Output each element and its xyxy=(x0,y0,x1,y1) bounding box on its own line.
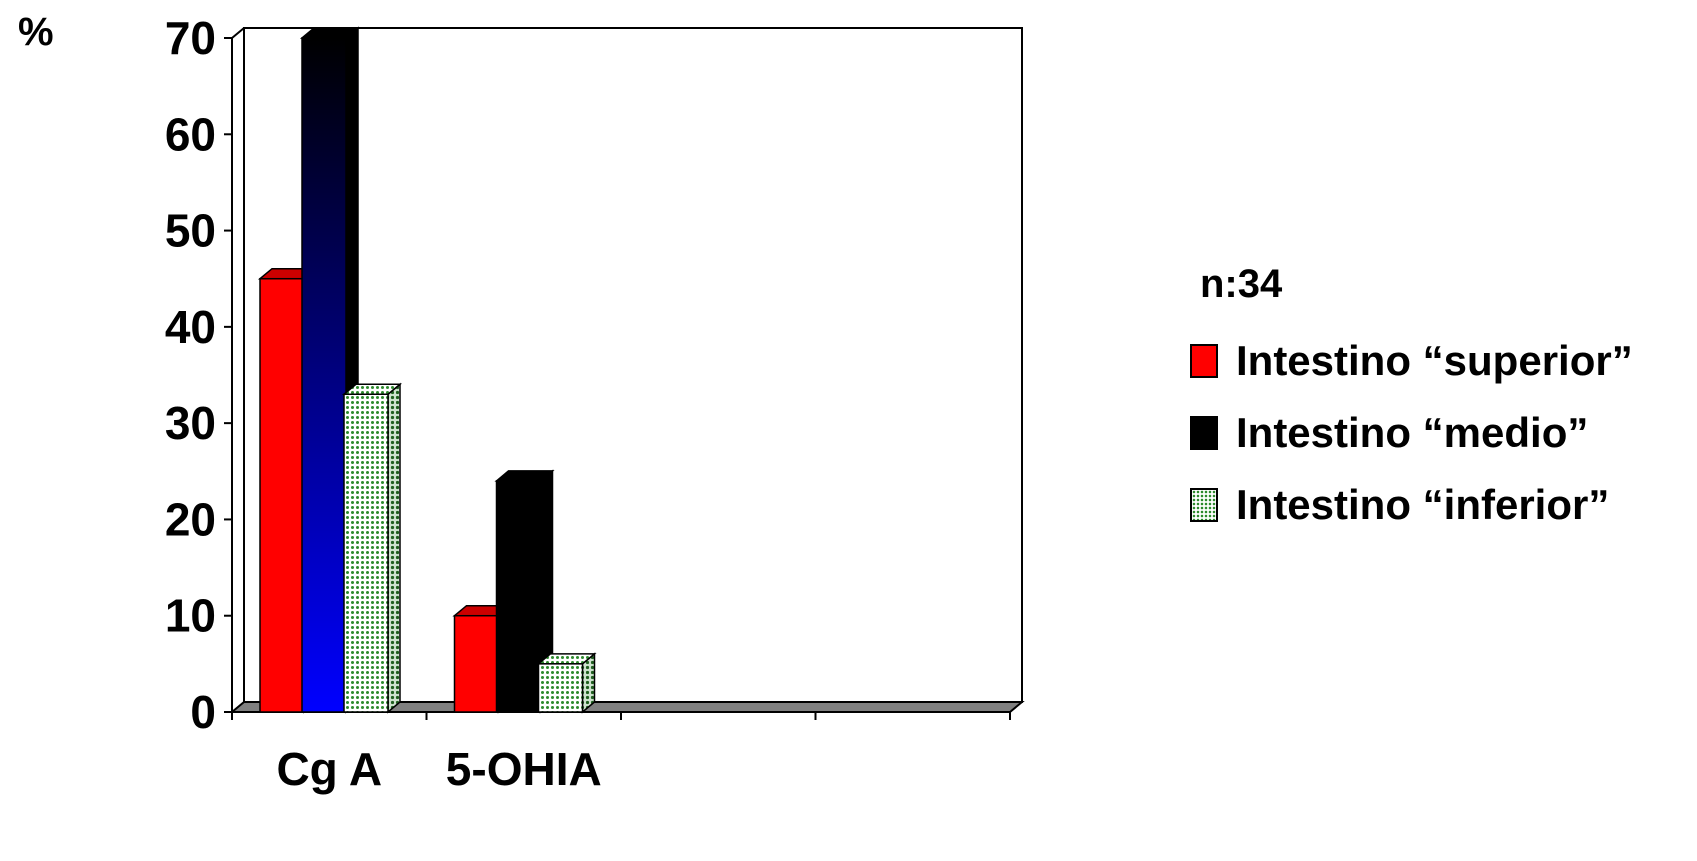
bar-side xyxy=(387,382,401,714)
y-tick-label: 30 xyxy=(165,397,216,449)
legend-item: Intestino “superior” xyxy=(1190,325,1633,397)
legend-items: Intestino “superior” Intestino “medio” Int… xyxy=(1190,325,1633,541)
legend-label: Intestino “superior” xyxy=(1236,337,1633,384)
y-axis: 0 10 20 30 40 50 60 70 xyxy=(165,12,233,738)
bar-front xyxy=(301,37,347,713)
y-tick-label: 70 xyxy=(165,12,216,64)
bar-front xyxy=(343,393,389,713)
y-tick-label: 0 xyxy=(190,686,216,738)
legend-item: Intestino “inferior” xyxy=(1190,469,1633,541)
y-tick-label: 40 xyxy=(165,301,216,353)
y-tick-label: 10 xyxy=(165,590,216,642)
legend-swatch xyxy=(1190,416,1218,450)
y-tick-label: 50 xyxy=(165,205,216,257)
bar xyxy=(536,652,597,714)
x-category-label: Cg A xyxy=(276,743,382,795)
legend-swatch xyxy=(1190,488,1218,522)
legend-item: Intestino “medio” xyxy=(1190,397,1633,469)
legend-label: Intestino “inferior” xyxy=(1236,481,1610,528)
bar-front xyxy=(259,277,305,713)
bars xyxy=(257,26,597,714)
y-tick-label: 60 xyxy=(165,108,216,160)
y-unit-label: % xyxy=(18,10,54,54)
sample-size-note: n:34 xyxy=(1200,262,1283,306)
x-category-label: 5-OHIA xyxy=(446,743,602,795)
legend: n:34 Intestino “superior” Intestino “medi… xyxy=(1190,262,1633,541)
bar-front xyxy=(453,614,500,713)
x-axis: Cg A 5-OHIA xyxy=(231,711,1011,795)
legend-swatch xyxy=(1190,344,1218,378)
bar-front xyxy=(495,480,542,713)
bar xyxy=(494,469,555,714)
legend-label: Intestino “medio” xyxy=(1236,409,1589,456)
plot-wall-edge xyxy=(231,27,245,39)
bar xyxy=(341,382,403,714)
y-tick-label: 20 xyxy=(165,493,216,545)
bar-front xyxy=(537,663,584,713)
